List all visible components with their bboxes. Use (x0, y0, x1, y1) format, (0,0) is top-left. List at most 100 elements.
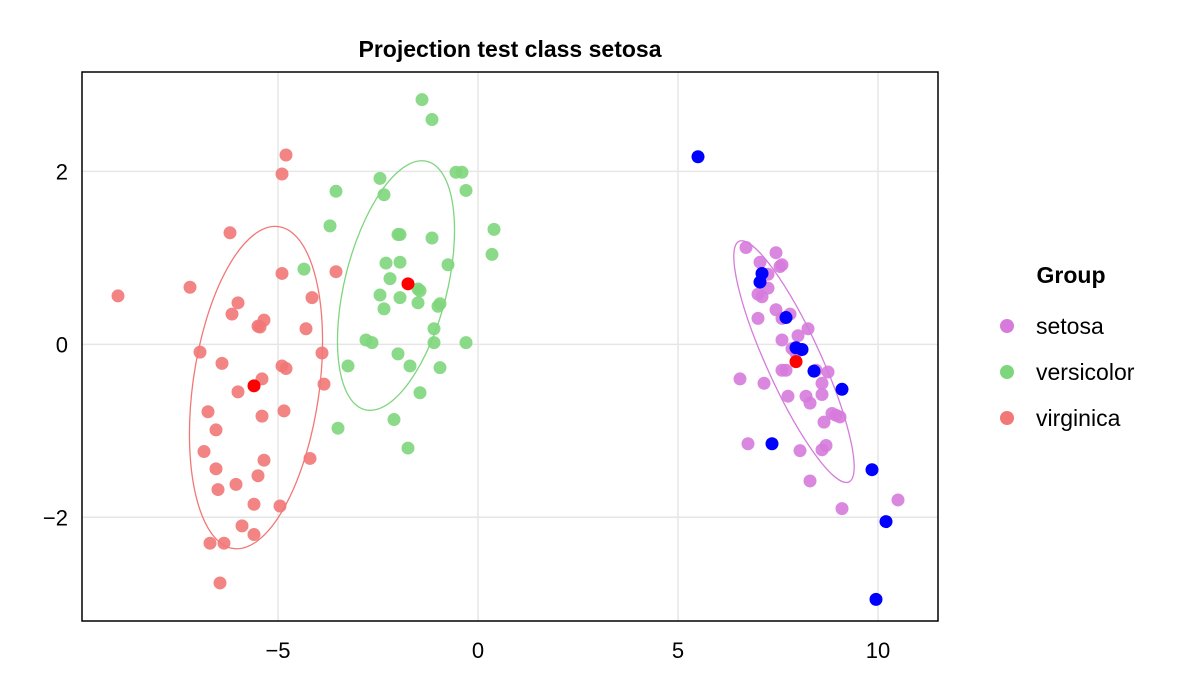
scatter-point (425, 231, 439, 245)
x-tick-label: 10 (866, 638, 890, 663)
scatter-point (773, 260, 787, 274)
scatter-point (803, 396, 817, 410)
scatter-point (305, 291, 319, 305)
legend-item-versicolor: versicolor (1000, 359, 1135, 385)
scatter-point (231, 385, 245, 399)
scatter-point (279, 148, 293, 162)
scatter-point (817, 415, 831, 429)
scatter-point (303, 451, 317, 465)
scatter-point (821, 365, 835, 379)
ellipse-setosa (733, 240, 855, 484)
legend-marker (1000, 411, 1014, 425)
legend-marker (1000, 319, 1014, 333)
scatter-point (331, 421, 345, 435)
scatter-point (373, 171, 387, 185)
scatter-point (765, 437, 779, 451)
scatter-point (329, 184, 343, 198)
legend-label: versicolor (1036, 359, 1135, 385)
scatter-point (835, 382, 849, 396)
scatter-point (277, 404, 291, 418)
scatter-point (373, 288, 387, 302)
scatter-points (111, 93, 905, 606)
scatter-point (455, 165, 469, 179)
scatter-point (235, 519, 249, 533)
scatter-point (879, 515, 893, 529)
scatter-point (251, 319, 265, 333)
scatter-point (741, 437, 755, 451)
scatter-point (393, 255, 407, 269)
scatter-point (691, 150, 705, 164)
scatter-point (819, 438, 833, 452)
scatter-point (791, 329, 805, 343)
scatter-point (217, 536, 231, 550)
scatter-point (251, 469, 265, 483)
scatter-point (769, 246, 783, 260)
scatter-point (111, 289, 125, 303)
scatter-point (415, 93, 429, 107)
series-versicolor (297, 93, 501, 455)
scatter-point (795, 343, 809, 357)
scatter-point (869, 592, 883, 606)
scatter-point (427, 336, 441, 350)
confidence-ellipses (188, 160, 855, 550)
scatter-point (247, 528, 261, 542)
grid (82, 72, 938, 621)
scatter-point (275, 266, 289, 280)
legend-item-setosa: setosa (1000, 313, 1104, 339)
scatter-point (427, 322, 441, 336)
x-tick-label: −5 (265, 638, 290, 663)
scatter-point (341, 359, 355, 373)
series-#0000ff (691, 150, 893, 606)
scatter-point (401, 277, 415, 291)
scatter-point (459, 336, 473, 350)
scatter-point (793, 444, 807, 458)
scatter-point (183, 280, 197, 294)
legend: Group setosa versicolor virginica (1000, 262, 1135, 431)
scatter-point (391, 347, 405, 361)
scatter-point (459, 183, 473, 197)
legend-label: setosa (1036, 313, 1104, 339)
scatter-point (323, 219, 337, 233)
scatter-point (865, 463, 879, 477)
scatter-point (815, 387, 829, 401)
scatter-point (775, 363, 789, 377)
scatter-point (733, 372, 747, 386)
scatter-point (257, 453, 271, 467)
scatter-point (753, 255, 767, 269)
ellipse-virginica (188, 225, 324, 550)
scatter-point (807, 364, 821, 378)
scatter-point (377, 302, 391, 316)
legend-label: virginica (1036, 405, 1121, 431)
x-tick-label: 5 (672, 638, 684, 663)
scatter-point (379, 256, 393, 270)
scatter-point (383, 272, 397, 286)
scatter-point (485, 247, 499, 261)
legend-title: Group (1037, 262, 1106, 288)
y-tick-label: 2 (56, 159, 68, 184)
scatter-point (431, 299, 445, 313)
scatter-point (377, 188, 391, 202)
scatter-point (781, 389, 795, 403)
scatter-point (815, 376, 829, 390)
x-axis-ticks: −5 0 5 10 (265, 638, 890, 663)
scatter-point (413, 284, 427, 298)
ellipse-versicolor (336, 160, 456, 411)
scatter-point (751, 311, 765, 325)
scatter-point (487, 222, 501, 236)
scatter-point (209, 462, 223, 476)
scatter-point (317, 377, 331, 391)
scatter-point (757, 376, 771, 390)
chart-title: Projection test class setosa (359, 36, 662, 62)
scatter-point (403, 359, 417, 373)
scatter-point (739, 241, 753, 255)
scatter-point (835, 502, 849, 516)
scatter-point (215, 356, 229, 370)
scatter-point (891, 493, 905, 507)
scatter-point (833, 410, 847, 424)
scatter-point (213, 576, 227, 590)
y-axis-ticks: −2 0 2 (43, 159, 68, 530)
scatter-point (779, 311, 793, 325)
y-tick-label: −2 (43, 505, 68, 530)
scatter-point (225, 307, 239, 321)
